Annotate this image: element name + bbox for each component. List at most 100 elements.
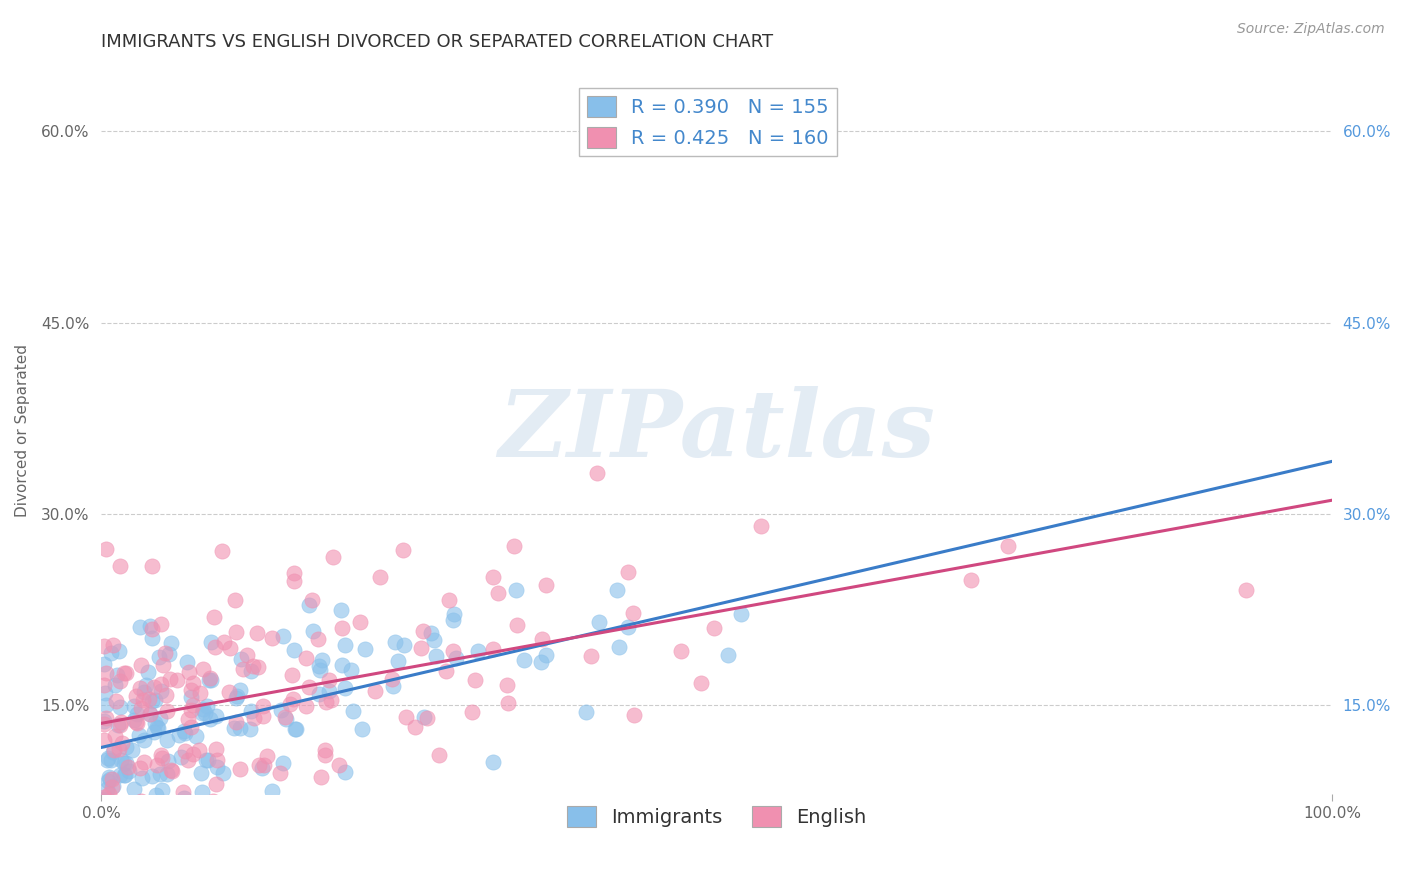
Point bbox=[381, 673, 404, 687]
Point bbox=[180, 682, 202, 697]
Point bbox=[330, 657, 353, 672]
Point bbox=[314, 742, 336, 756]
Point bbox=[354, 642, 377, 657]
Point bbox=[195, 753, 218, 767]
Point bbox=[191, 799, 214, 814]
Point bbox=[105, 694, 128, 708]
Point bbox=[96, 781, 118, 796]
Point bbox=[104, 799, 127, 814]
Point bbox=[225, 690, 247, 705]
Point bbox=[284, 722, 307, 736]
Point bbox=[315, 695, 337, 709]
Point bbox=[703, 621, 725, 635]
Point bbox=[188, 742, 211, 756]
Point bbox=[115, 665, 138, 680]
Point bbox=[149, 677, 172, 691]
Point bbox=[271, 629, 294, 643]
Point bbox=[98, 788, 121, 802]
Point bbox=[125, 714, 148, 729]
Point bbox=[283, 574, 305, 588]
Point bbox=[1234, 583, 1257, 598]
Point bbox=[195, 698, 218, 713]
Point bbox=[586, 466, 609, 480]
Point bbox=[496, 678, 519, 692]
Point bbox=[256, 749, 278, 764]
Point bbox=[322, 550, 344, 565]
Point bbox=[128, 762, 150, 776]
Point bbox=[502, 539, 524, 553]
Point bbox=[200, 634, 222, 648]
Point bbox=[93, 789, 115, 804]
Point bbox=[107, 718, 129, 732]
Point bbox=[283, 643, 305, 657]
Point bbox=[159, 635, 181, 649]
Point bbox=[717, 648, 740, 662]
Point bbox=[149, 684, 172, 698]
Point bbox=[146, 758, 169, 772]
Point bbox=[179, 665, 201, 679]
Point bbox=[212, 635, 235, 649]
Point bbox=[531, 632, 554, 646]
Point bbox=[239, 704, 262, 718]
Point bbox=[225, 714, 247, 729]
Point bbox=[211, 544, 233, 558]
Point bbox=[155, 732, 177, 747]
Point bbox=[207, 799, 229, 814]
Point bbox=[108, 673, 131, 688]
Point bbox=[441, 614, 464, 628]
Point bbox=[96, 666, 118, 681]
Point bbox=[404, 720, 426, 734]
Point bbox=[200, 671, 222, 685]
Point bbox=[436, 665, 458, 679]
Point bbox=[536, 577, 558, 591]
Text: IMMIGRANTS VS ENGLISH DIVORCED OR SEPARATED CORRELATION CHART: IMMIGRANTS VS ENGLISH DIVORCED OR SEPARA… bbox=[101, 33, 773, 51]
Point bbox=[97, 751, 120, 765]
Point bbox=[505, 583, 527, 598]
Point bbox=[443, 607, 465, 621]
Point bbox=[174, 726, 197, 740]
Point bbox=[308, 687, 330, 701]
Point bbox=[301, 624, 323, 638]
Point bbox=[329, 602, 352, 616]
Point bbox=[264, 798, 287, 813]
Point bbox=[184, 729, 207, 743]
Point bbox=[141, 631, 163, 645]
Point bbox=[152, 657, 174, 672]
Point bbox=[111, 736, 134, 750]
Point bbox=[335, 681, 357, 695]
Point bbox=[246, 660, 269, 674]
Point bbox=[112, 665, 135, 680]
Point bbox=[191, 785, 214, 799]
Point bbox=[226, 689, 249, 703]
Point bbox=[149, 616, 172, 631]
Point bbox=[156, 704, 179, 718]
Point bbox=[444, 651, 467, 665]
Point bbox=[224, 593, 246, 607]
Point bbox=[125, 689, 148, 703]
Point bbox=[136, 665, 159, 679]
Point bbox=[141, 769, 163, 783]
Point bbox=[423, 633, 446, 648]
Point bbox=[253, 758, 276, 772]
Point bbox=[239, 722, 262, 736]
Point bbox=[481, 642, 503, 657]
Point bbox=[283, 566, 305, 580]
Point bbox=[505, 618, 527, 632]
Point bbox=[112, 768, 135, 782]
Point bbox=[143, 693, 166, 707]
Point bbox=[94, 541, 117, 556]
Point bbox=[749, 519, 772, 533]
Point bbox=[623, 708, 645, 723]
Point bbox=[139, 706, 162, 721]
Point bbox=[228, 722, 250, 736]
Point bbox=[381, 679, 404, 693]
Point bbox=[173, 791, 195, 805]
Point bbox=[384, 635, 406, 649]
Point bbox=[486, 586, 509, 600]
Point bbox=[269, 766, 291, 780]
Point bbox=[131, 794, 153, 808]
Point bbox=[281, 691, 304, 706]
Point bbox=[232, 662, 254, 676]
Point bbox=[155, 646, 177, 660]
Point bbox=[392, 542, 415, 557]
